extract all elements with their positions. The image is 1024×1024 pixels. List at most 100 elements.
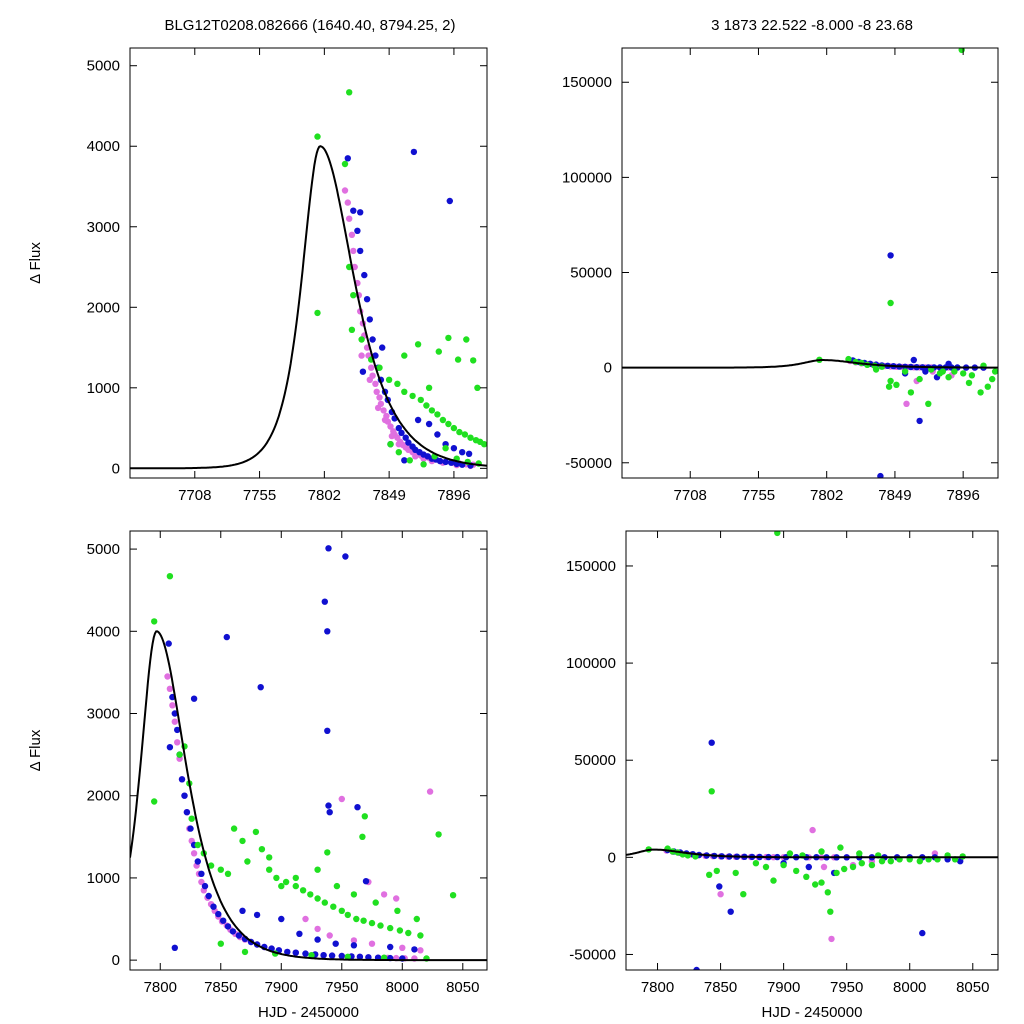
data-point-magenta: [171, 718, 178, 725]
data-point-green: [434, 411, 441, 418]
data-point-magenta: [372, 380, 379, 387]
data-point-blue: [342, 553, 349, 560]
data-point-green: [353, 915, 360, 923]
data-point-magenta: [348, 231, 356, 238]
y-tick-label: 2000: [87, 299, 120, 316]
data-point-blue: [434, 431, 441, 438]
data-point-blue: [877, 472, 884, 478]
data-point-blue: [320, 952, 327, 959]
data-point-green: [395, 449, 402, 456]
data-point-blue: [344, 155, 351, 162]
data-point-blue: [411, 946, 418, 953]
x-tick-label: 7849: [372, 487, 405, 504]
data-point-blue: [401, 457, 408, 464]
data-point-blue: [292, 949, 299, 956]
data-point-green: [344, 953, 351, 960]
model-curve: [622, 359, 998, 369]
data-point-green: [376, 364, 383, 371]
plot-frame: [129, 47, 488, 479]
data-point-green: [470, 357, 477, 364]
data-point-magenta: [828, 935, 835, 943]
data-point-blue: [356, 953, 364, 960]
data-point-blue: [425, 420, 433, 428]
data-point-magenta: [393, 895, 400, 902]
data-point-green: [435, 831, 442, 838]
data-point-green: [425, 384, 433, 391]
x-tick-label: 7850: [704, 979, 737, 996]
data-point-green: [960, 370, 967, 377]
data-point-magenta: [366, 376, 373, 383]
data-point-green: [818, 879, 825, 886]
x-tick-label: 7800: [144, 979, 177, 996]
data-point-green: [989, 375, 996, 383]
x-tick-label: 7802: [810, 487, 843, 504]
data-point-magenta: [403, 445, 411, 452]
data-point-green: [350, 292, 357, 299]
data-point-green: [266, 854, 273, 861]
data-point-magenta: [302, 915, 309, 923]
data-point-green: [818, 848, 825, 855]
data-point-magenta: [380, 891, 388, 898]
data-point-magenta: [368, 364, 375, 371]
data-point-blue: [354, 804, 361, 811]
data-point-green: [423, 402, 430, 409]
data-point-green: [907, 389, 915, 396]
data-point-magenta: [380, 407, 387, 414]
data-point-green: [827, 908, 834, 915]
data-point-blue: [357, 209, 364, 216]
y-tick-label: 1000: [87, 870, 120, 887]
data-point-green: [266, 866, 273, 873]
data-point-green: [461, 431, 469, 438]
data-point-blue: [708, 739, 715, 746]
data-point-green: [244, 858, 251, 865]
data-point-blue: [253, 911, 261, 919]
data-point-blue: [328, 952, 336, 959]
data-point-green: [230, 825, 238, 832]
data-point-green: [837, 844, 844, 851]
data-point-green: [965, 379, 973, 387]
y-tick-label: 100000: [562, 169, 612, 186]
data-point-green: [348, 326, 356, 333]
data-point-green: [338, 907, 345, 914]
data-point-green: [849, 863, 857, 871]
data-point-magenta: [374, 404, 382, 412]
data-point-blue: [350, 942, 358, 949]
data-point-green: [368, 919, 376, 927]
data-point-green: [887, 377, 894, 385]
data-point-blue: [366, 316, 373, 323]
data-point-green: [314, 133, 321, 140]
data-point-green: [467, 434, 474, 441]
data-point-green: [984, 383, 991, 390]
data-point-blue: [224, 923, 232, 930]
y-axis-title: Δ Flux: [27, 242, 44, 284]
data-point-blue: [324, 628, 331, 635]
data-point-magenta: [338, 795, 345, 803]
x-tick-label: 7755: [742, 487, 775, 504]
x-tick-label: 7850: [204, 979, 237, 996]
data-point-green: [713, 867, 720, 875]
data-point-green: [770, 877, 777, 884]
data-point-green: [845, 355, 852, 363]
data-point-blue: [414, 416, 422, 424]
data-point-green: [217, 866, 224, 873]
data-point-green: [752, 860, 760, 867]
data-point-green: [945, 374, 952, 381]
data-point-green: [324, 849, 331, 856]
data-point-green: [413, 915, 420, 923]
data-point-green: [207, 862, 215, 869]
x-axis-title: HJD - 2450000: [762, 1004, 863, 1021]
data-point-blue: [220, 917, 227, 924]
x-tick-label: 7800: [641, 979, 674, 996]
data-point-blue: [887, 252, 894, 259]
y-tick-label: -50000: [565, 455, 612, 472]
panel-group: 7708 7755 7802 7849 7896 0 1000 2000 3000 4000 500…: [27, 47, 999, 1021]
data-point-green: [299, 887, 307, 894]
data-point-blue: [171, 944, 178, 951]
data-point-magenta: [381, 416, 389, 424]
data-point-magenta: [346, 215, 353, 222]
data-point-blue: [165, 640, 172, 647]
data-point-blue: [459, 449, 466, 456]
points-top-left: [314, 89, 487, 470]
data-point-green: [360, 917, 367, 924]
